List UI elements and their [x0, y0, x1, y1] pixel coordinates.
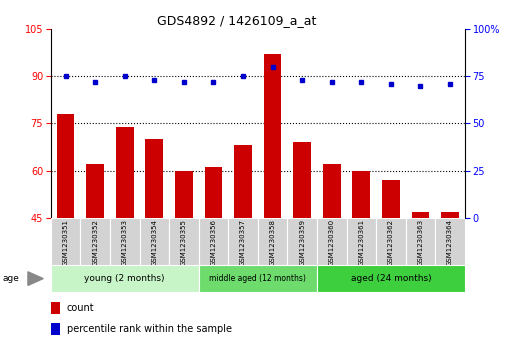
- Text: GSM1230358: GSM1230358: [270, 219, 276, 266]
- Bar: [110, 218, 140, 265]
- Text: GSM1230355: GSM1230355: [181, 219, 187, 266]
- Text: percentile rank within the sample: percentile rank within the sample: [67, 324, 232, 334]
- Bar: [353, 171, 370, 218]
- Bar: [411, 212, 429, 218]
- Text: GSM1230356: GSM1230356: [210, 219, 216, 266]
- Text: age: age: [3, 274, 19, 283]
- Text: GSM1230360: GSM1230360: [329, 219, 335, 266]
- Text: GSM1230351: GSM1230351: [62, 219, 69, 266]
- Polygon shape: [28, 272, 43, 285]
- Text: GSM1230363: GSM1230363: [418, 219, 424, 266]
- Bar: [228, 218, 258, 265]
- Text: GSM1230364: GSM1230364: [447, 219, 453, 266]
- Text: GSM1230353: GSM1230353: [122, 219, 128, 266]
- Text: middle aged (12 months): middle aged (12 months): [209, 274, 306, 283]
- Bar: [264, 54, 281, 218]
- Bar: [51, 323, 60, 335]
- Bar: [406, 218, 435, 265]
- Bar: [51, 265, 199, 292]
- Bar: [86, 164, 104, 218]
- Text: GDS4892 / 1426109_a_at: GDS4892 / 1426109_a_at: [157, 15, 317, 28]
- Bar: [199, 265, 317, 292]
- Bar: [435, 218, 465, 265]
- Text: count: count: [67, 303, 94, 313]
- Bar: [80, 218, 110, 265]
- Text: GSM1230354: GSM1230354: [151, 219, 157, 266]
- Bar: [293, 142, 311, 218]
- Text: aged (24 months): aged (24 months): [351, 274, 431, 283]
- Bar: [441, 212, 459, 218]
- Bar: [169, 218, 199, 265]
- Bar: [199, 218, 228, 265]
- Bar: [382, 180, 400, 218]
- Bar: [288, 218, 317, 265]
- Text: GSM1230352: GSM1230352: [92, 219, 98, 266]
- Bar: [51, 302, 60, 314]
- Text: GSM1230357: GSM1230357: [240, 219, 246, 266]
- Bar: [317, 265, 465, 292]
- Text: GSM1230362: GSM1230362: [388, 219, 394, 266]
- Bar: [376, 218, 406, 265]
- Bar: [323, 164, 340, 218]
- Bar: [116, 127, 134, 218]
- Bar: [57, 114, 75, 218]
- Bar: [175, 171, 193, 218]
- Bar: [234, 146, 252, 218]
- Text: GSM1230359: GSM1230359: [299, 219, 305, 266]
- Bar: [51, 218, 80, 265]
- Text: young (2 months): young (2 months): [84, 274, 165, 283]
- Bar: [346, 218, 376, 265]
- Bar: [317, 218, 346, 265]
- Bar: [140, 218, 169, 265]
- Bar: [205, 167, 223, 218]
- Text: GSM1230361: GSM1230361: [358, 219, 364, 266]
- Bar: [145, 139, 163, 218]
- Bar: [258, 218, 288, 265]
